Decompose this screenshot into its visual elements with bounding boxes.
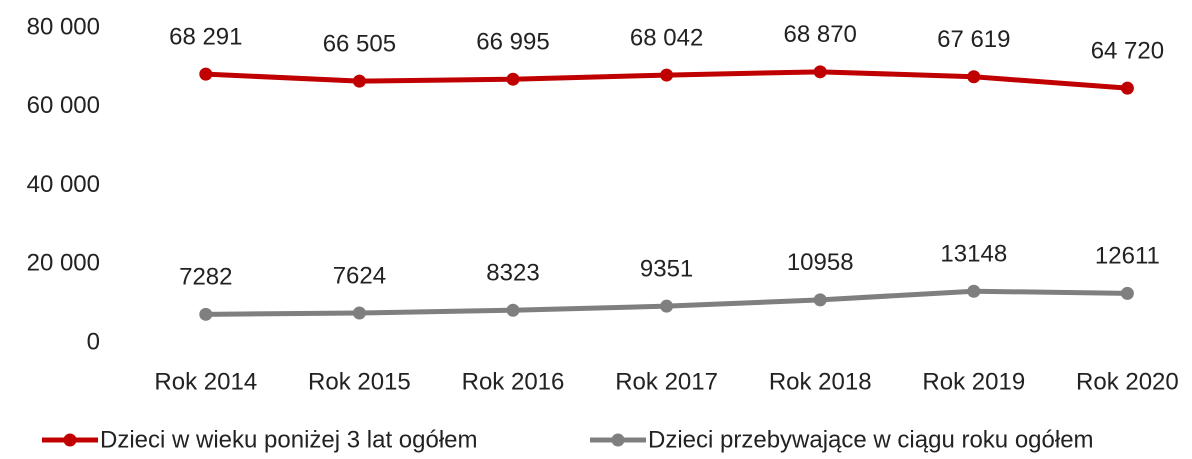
data-label: 68 870 (783, 21, 856, 48)
data-point (506, 303, 520, 317)
data-label: 7624 (333, 262, 386, 289)
data-point (1120, 81, 1134, 95)
data-point (199, 67, 213, 81)
data-label: 8323 (486, 260, 539, 287)
x-tick-label: Rok 2018 (769, 368, 872, 395)
data-point (199, 307, 213, 321)
data-point (660, 68, 674, 82)
data-label: 12611 (1095, 243, 1160, 270)
data-point (352, 74, 366, 88)
data-point (506, 72, 520, 86)
x-tick-label: Rok 2015 (308, 368, 411, 395)
x-tick-label: Rok 2017 (615, 368, 718, 395)
data-label: 68 042 (630, 24, 703, 51)
legend-marker (611, 433, 625, 447)
y-tick-label: 80 000 (27, 13, 100, 40)
legend-label: Dzieci w wieku poniżej 3 lat ogółem (100, 426, 478, 453)
legend-marker (63, 433, 77, 447)
data-label: 66 995 (476, 29, 549, 56)
y-tick-label: 20 000 (27, 250, 100, 277)
x-tick-label: Rok 2016 (462, 368, 565, 395)
data-label: 10958 (787, 249, 854, 276)
data-label: 68 291 (169, 23, 242, 50)
y-tick-label: 60 000 (27, 92, 100, 119)
y-tick-label: 40 000 (27, 171, 100, 198)
data-point (813, 65, 827, 79)
y-tick-label: 0 (87, 328, 100, 355)
x-tick-label: Rok 2019 (922, 368, 1025, 395)
legend-label: Dzieci przebywające w ciągu roku ogółem (648, 426, 1094, 453)
data-label: 67 619 (937, 26, 1010, 53)
data-label: 9351 (640, 256, 693, 283)
data-point (660, 299, 674, 313)
data-label: 7282 (179, 264, 232, 291)
data-label: 64 720 (1091, 38, 1164, 65)
data-point (813, 293, 827, 307)
data-point (967, 70, 981, 84)
x-tick-label: Rok 2020 (1076, 368, 1179, 395)
data-point (352, 306, 366, 320)
data-point (967, 284, 981, 298)
data-label: 66 505 (323, 30, 396, 57)
data-label: 13148 (940, 241, 1007, 268)
data-point (1120, 286, 1134, 300)
x-tick-label: Rok 2014 (154, 368, 257, 395)
